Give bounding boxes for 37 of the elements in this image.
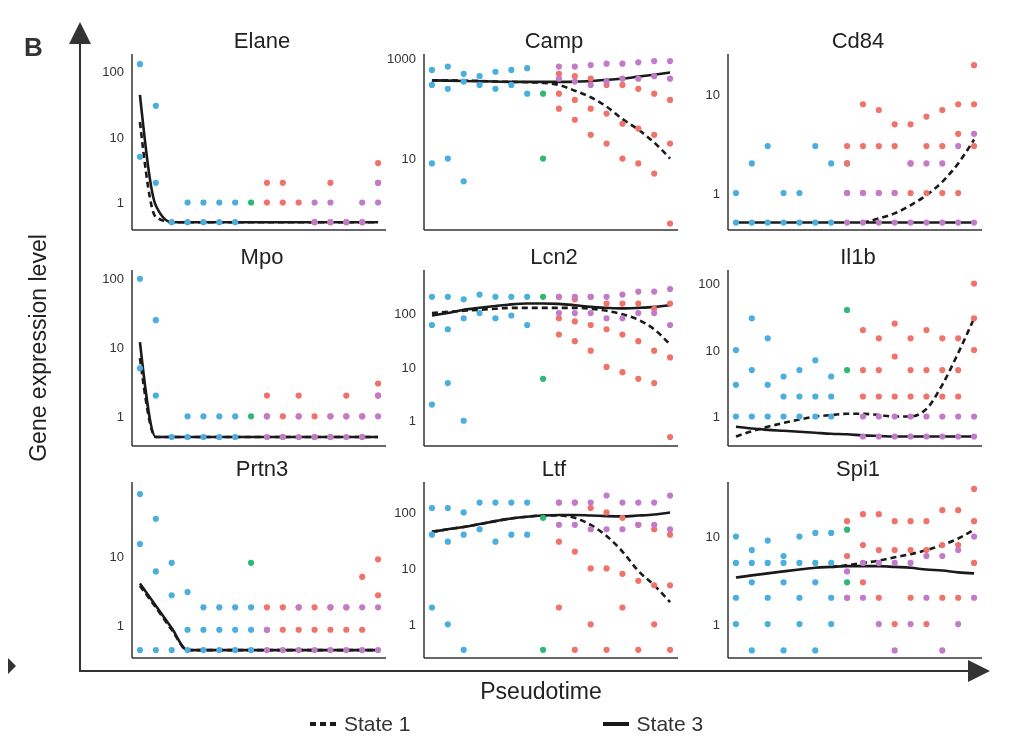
y-tick-label: 100 bbox=[394, 305, 416, 321]
y-tick-label: 100 bbox=[698, 276, 720, 292]
chart-title: Cd84 bbox=[830, 28, 886, 54]
legend-label: State 1 bbox=[344, 712, 411, 736]
y-tick-label: 10 bbox=[401, 560, 416, 576]
y-axis-title: Gene expression level bbox=[24, 234, 52, 462]
y-tick-label: 10 bbox=[109, 129, 124, 145]
text: B bbox=[24, 32, 43, 63]
y-tick-label: 10 bbox=[109, 340, 124, 356]
chart-title: Spi1 bbox=[834, 456, 881, 482]
chart-title: Mpo bbox=[239, 244, 285, 270]
chart-title: Prtn3 bbox=[234, 456, 290, 482]
y-tick-label: 10 bbox=[705, 87, 720, 103]
y-tick-label: 1 bbox=[116, 195, 124, 211]
y-tick-label: 1 bbox=[712, 616, 720, 632]
y-tick-label: 100 bbox=[102, 271, 124, 287]
y-tick-label: 1 bbox=[116, 617, 124, 633]
legend-label: State 3 bbox=[636, 712, 704, 736]
chart-title: Lcn2 bbox=[529, 244, 579, 270]
y-tick-label: 1 bbox=[712, 409, 720, 425]
y-tick-label: 10 bbox=[401, 151, 416, 167]
y-tick-label: 100 bbox=[102, 64, 124, 80]
y-tick-label: 1000 bbox=[387, 51, 416, 67]
y-tick-label: 1 bbox=[408, 413, 416, 429]
y-tick-label: 10 bbox=[705, 529, 720, 545]
y-tick-label: 10 bbox=[401, 359, 416, 375]
chart-title: Camp bbox=[523, 28, 585, 54]
y-tick-label: 1 bbox=[408, 616, 416, 632]
chart-title: Ltf bbox=[540, 456, 568, 482]
chart-title: Elane bbox=[233, 28, 291, 53]
y-tick-label: 10 bbox=[705, 342, 720, 358]
y-tick-label: 100 bbox=[394, 505, 416, 521]
chart-title: Il1b bbox=[839, 244, 877, 270]
x-axis-title: Pseudotime bbox=[480, 678, 602, 705]
y-tick-label: 1 bbox=[116, 408, 124, 424]
y-tick-label: 10 bbox=[109, 548, 124, 564]
y-tick-label: 1 bbox=[712, 185, 720, 201]
